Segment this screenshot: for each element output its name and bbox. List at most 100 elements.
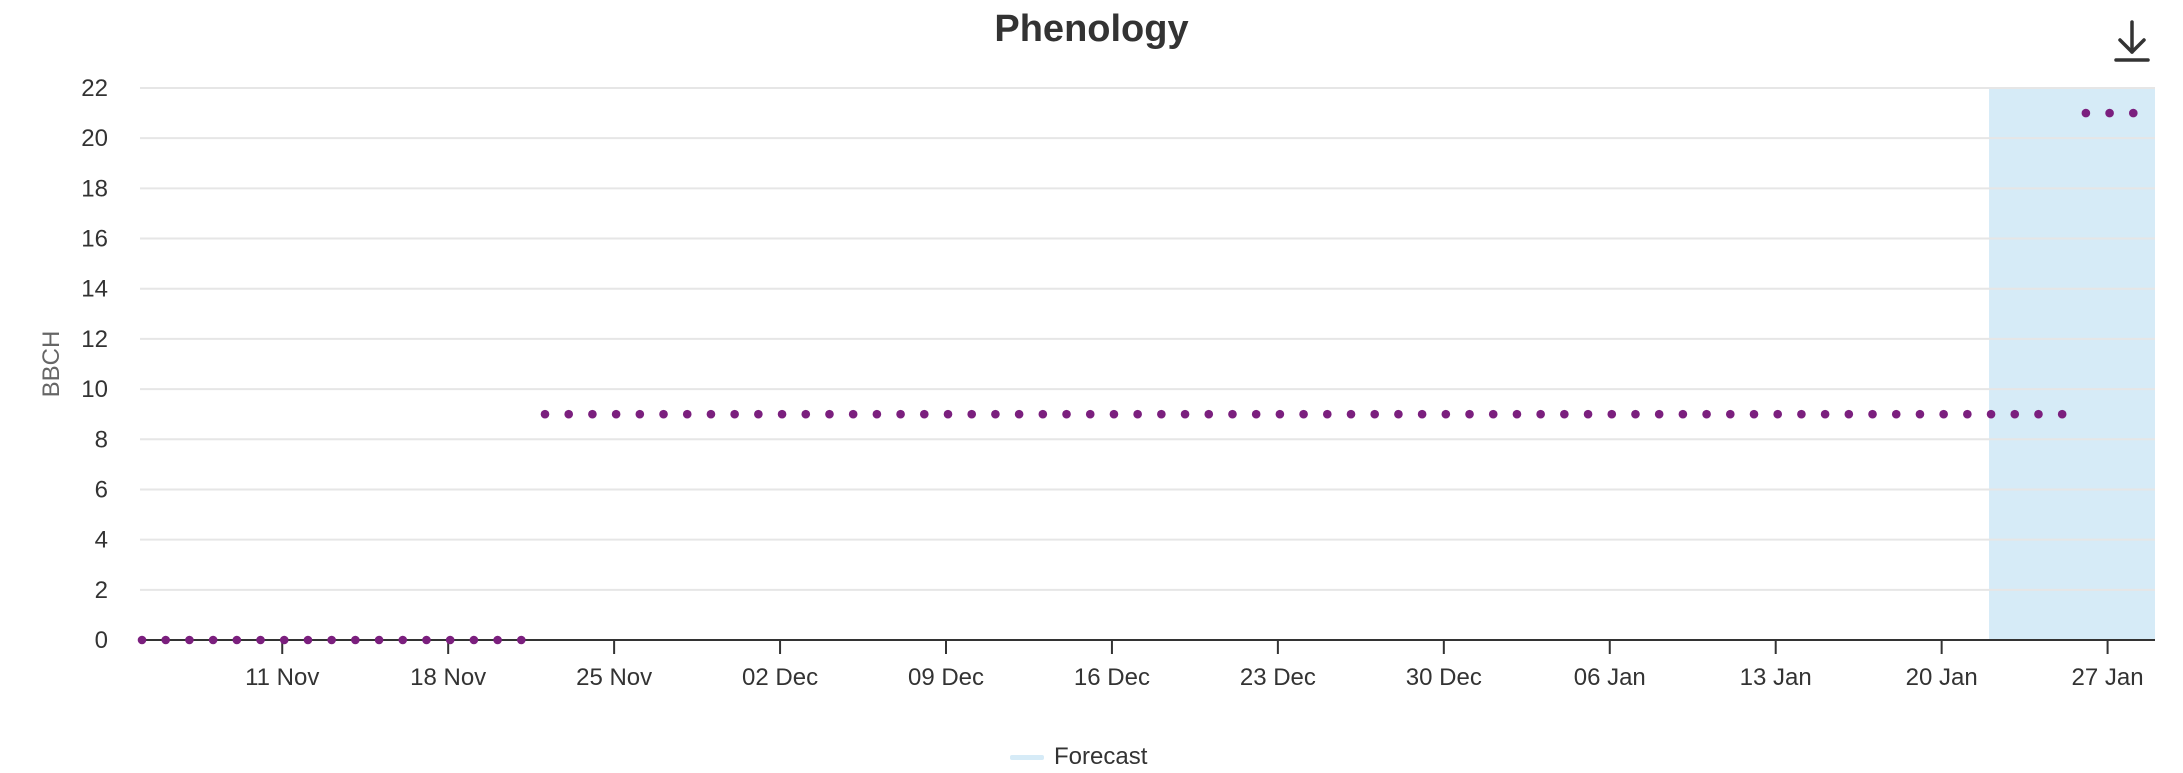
- data-point: [1465, 409, 1474, 419]
- data-point: [1512, 409, 1522, 419]
- forecast-band-layer: [1989, 88, 2155, 640]
- data-point: [635, 409, 645, 419]
- data-point: [1204, 409, 1214, 419]
- chart-title: Phenology: [994, 8, 1189, 50]
- data-point: [2010, 409, 2020, 419]
- y-tick-label: 22: [81, 75, 108, 102]
- data-point: [1702, 409, 1711, 419]
- data-point: [1654, 409, 1664, 419]
- data-point: [1038, 409, 1048, 419]
- data-point: [1062, 409, 1071, 419]
- data-point: [279, 635, 289, 645]
- data-point: [1678, 409, 1688, 419]
- data-point: [493, 635, 502, 645]
- data-point: [1394, 409, 1403, 419]
- y-tick-label: 20: [81, 125, 108, 152]
- data-point: [2057, 409, 2067, 419]
- forecast-band: [1989, 88, 2155, 640]
- data-point: [1797, 409, 1806, 419]
- legend-item-forecast[interactable]: Forecast: [1010, 742, 1147, 772]
- data-point-layer: [137, 108, 2138, 645]
- data-point: [706, 409, 716, 419]
- data-point: [256, 635, 265, 645]
- data-point: [327, 635, 336, 645]
- data-point: [232, 635, 242, 645]
- data-point: [682, 409, 692, 419]
- data-point: [825, 409, 834, 419]
- y-tick-label: 8: [95, 426, 108, 453]
- x-tick-label: 18 Nov: [410, 664, 486, 691]
- download-icon: [2114, 20, 2150, 62]
- data-point: [1844, 409, 1854, 419]
- data-point: [801, 409, 811, 419]
- data-point: [1891, 409, 1901, 419]
- data-point: [540, 409, 550, 419]
- data-point: [1820, 409, 1830, 419]
- data-point: [351, 635, 360, 645]
- y-tick-label: 6: [95, 476, 108, 503]
- x-tick-label: 09 Dec: [908, 664, 984, 691]
- data-point: [1417, 409, 1427, 419]
- data-point: [1773, 409, 1783, 419]
- data-point: [564, 409, 574, 419]
- data-point: [943, 409, 953, 419]
- data-point: [1109, 409, 1119, 419]
- data-point: [848, 409, 858, 419]
- data-point: [1441, 409, 1451, 419]
- data-point: [1085, 409, 1095, 419]
- data-point: [1915, 409, 1925, 419]
- data-point: [1180, 409, 1190, 419]
- y-tick-label: 10: [81, 376, 108, 403]
- data-point: [2128, 108, 2138, 118]
- data-point: [611, 409, 621, 419]
- data-point: [1939, 409, 1948, 419]
- data-point: [1275, 409, 1285, 419]
- y-axis-title: BBCH: [38, 331, 65, 398]
- data-point: [2034, 409, 2043, 419]
- data-point: [1299, 409, 1308, 419]
- data-point: [659, 409, 668, 419]
- data-point: [1749, 409, 1759, 419]
- data-point: [991, 409, 1000, 419]
- x-tick-label: 27 Jan: [2072, 664, 2144, 691]
- data-point: [730, 409, 739, 419]
- data-point: [185, 635, 194, 645]
- data-point: [516, 635, 526, 645]
- data-point: [1725, 409, 1735, 419]
- data-point: [1251, 409, 1261, 419]
- x-tick-label: 23 Dec: [1240, 664, 1316, 691]
- data-point: [161, 635, 171, 645]
- data-point: [1631, 409, 1640, 419]
- data-point: [777, 409, 787, 419]
- data-point: [754, 409, 763, 419]
- y-tick-label: 12: [81, 326, 108, 353]
- data-point: [1346, 409, 1356, 419]
- data-point: [896, 409, 905, 419]
- x-tick-label: 16 Dec: [1074, 664, 1150, 691]
- y-tick-label: 0: [95, 627, 108, 654]
- data-point: [919, 409, 929, 419]
- x-tick-label: 20 Jan: [1906, 664, 1978, 691]
- y-tick-label: 4: [95, 527, 108, 554]
- x-tick-label: 30 Dec: [1406, 664, 1482, 691]
- data-point: [1157, 409, 1166, 419]
- data-point: [588, 409, 597, 419]
- data-point: [303, 635, 313, 645]
- download-button[interactable]: [2110, 18, 2154, 66]
- data-point: [374, 635, 384, 645]
- data-point: [1488, 409, 1498, 419]
- axis-layer: 0 2 4 6 8 10 12 14 16 18 20 22 11 Nov 18 Nov 25 Nov 02 …: [81, 75, 2155, 691]
- data-point: [1607, 409, 1617, 419]
- data-point: [1133, 409, 1142, 419]
- data-point: [1228, 409, 1237, 419]
- data-point: [1014, 409, 1024, 419]
- legend-swatch: [1010, 754, 1044, 760]
- data-point: [1583, 409, 1593, 419]
- data-point: [469, 635, 479, 645]
- x-tick-label: 13 Jan: [1740, 664, 1812, 691]
- data-point: [2081, 108, 2091, 118]
- data-point: [1322, 409, 1332, 419]
- data-point: [1560, 409, 1569, 419]
- data-point: [2105, 108, 2114, 118]
- x-tick-label: 25 Nov: [576, 664, 652, 691]
